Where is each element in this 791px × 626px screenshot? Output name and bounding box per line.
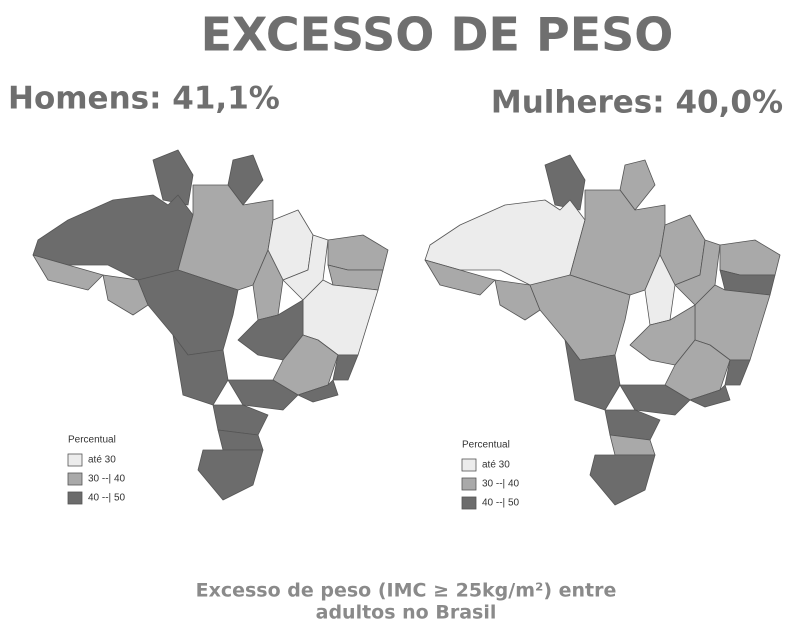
state-region [252,249,284,321]
legend-swatch [461,458,477,472]
legend-label: 40 --| 50 [88,493,125,504]
legend-title: Percentual [462,440,510,451]
state-region [604,409,661,441]
state-region [544,154,586,211]
state-region [327,264,384,291]
state-region [332,354,359,381]
map-label: Mulheres: 40,0% [491,85,783,121]
state-region [172,334,229,406]
legend-label: 30 --| 40 [88,474,125,485]
legend-label: até 30 [482,460,510,471]
state-region [32,254,104,291]
legend-swatch [461,496,477,510]
state-region [589,454,656,506]
state-region [227,379,299,411]
state-region [152,149,194,206]
state-region [564,339,621,411]
legend-swatch [67,472,83,486]
state-region [197,449,264,501]
state-region [212,404,269,436]
legend-label: 40 --| 50 [482,498,519,509]
legend-label: 30 --| 40 [482,479,519,490]
state-region [719,269,776,296]
state-region [494,279,541,321]
state-region [102,274,149,316]
state-region [719,239,781,276]
map-label: Homens: 41,1% [8,81,280,117]
legend-swatch [67,491,83,505]
state-region [644,254,676,326]
state-region [327,234,389,271]
state-region [619,384,691,416]
state-region [724,359,751,386]
title: EXCESSO DE PESO [201,8,674,62]
state-region [689,384,731,408]
state-region [227,154,264,206]
legend-title: Percentual [68,435,116,446]
state-region [297,379,339,403]
caption-line: Excesso de peso (IMC ≥ 25kg/m²) entre [196,580,617,602]
legend-label: até 30 [88,455,116,466]
legend-swatch [461,477,477,491]
legend-swatch [67,453,83,467]
state-region [424,259,496,296]
state-region [619,159,656,211]
caption-line: adultos no Brasil [316,602,497,624]
